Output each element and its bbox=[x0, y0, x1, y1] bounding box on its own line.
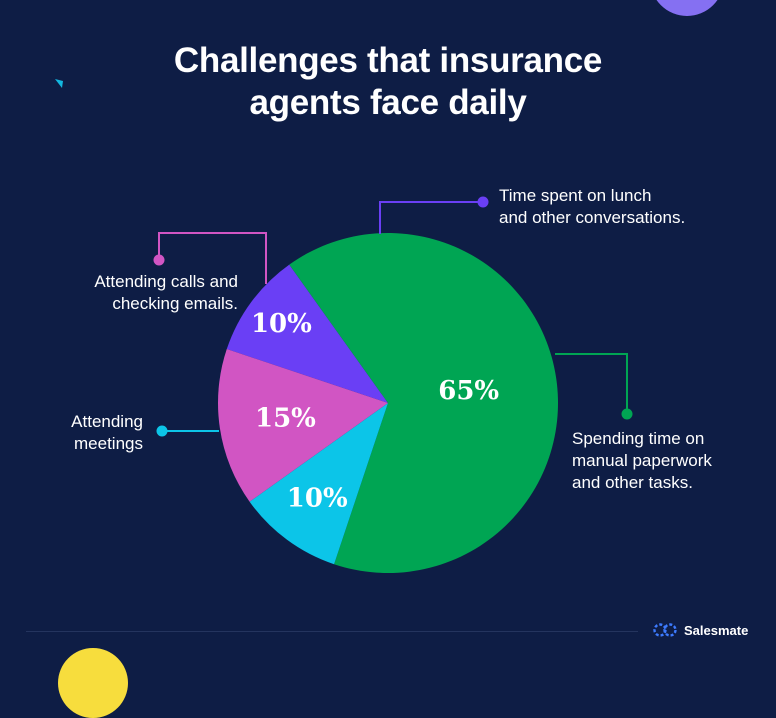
callout-connector-line bbox=[158, 232, 267, 284]
callout-paperwork: Spending time on manual paperwork and ot… bbox=[572, 428, 712, 494]
callout-connector-dot bbox=[477, 196, 489, 208]
callout-lunch-line-2: and other conversations. bbox=[499, 208, 686, 227]
callout-meetings-line-1: Attending bbox=[71, 412, 143, 431]
pie-slice-value-label: 10% bbox=[251, 309, 312, 339]
callout-meetings: Attending meetings bbox=[40, 411, 143, 455]
callout-meetings-line-2: meetings bbox=[74, 434, 143, 453]
pie-slice-value-label: 15% bbox=[255, 403, 316, 433]
pie-chart: 10% 65% 10% 15% bbox=[153, 196, 633, 573]
callout-calls: Attending calls and checking emails. bbox=[60, 271, 238, 315]
chart-title-line-2: agents face daily bbox=[249, 83, 527, 122]
pie-slice bbox=[226, 264, 388, 403]
callout-connector-dot bbox=[153, 254, 165, 266]
callout-connector-line bbox=[555, 353, 628, 414]
pie-slice-value-label: 10% bbox=[287, 484, 348, 514]
callout-lunch-line-1: Time spent on lunch bbox=[499, 186, 652, 205]
brand: Salesmate bbox=[652, 620, 748, 640]
footer-divider bbox=[26, 631, 638, 632]
callout-lunch: Time spent on lunch and other conversati… bbox=[499, 185, 685, 229]
callout-paperwork-line-3: and other tasks. bbox=[572, 473, 693, 492]
callout-connector-dot bbox=[621, 408, 633, 420]
pie-slice-value-label: 65% bbox=[438, 376, 499, 406]
callout-connector-line bbox=[379, 201, 483, 234]
chart-title-line-1: Challenges that insurance bbox=[173, 41, 603, 80]
callout-paperwork-line-1: Spending time on bbox=[572, 429, 705, 448]
callout-calls-line-2: checking emails. bbox=[112, 294, 238, 313]
callout-calls-line-1: Attending calls and bbox=[94, 272, 238, 291]
pie-slice bbox=[249, 403, 388, 565]
callout-paperwork-line-2: manual paperwork bbox=[572, 451, 712, 470]
decorative-triangle-icon bbox=[55, 79, 63, 88]
callout-connector-dot bbox=[156, 425, 168, 437]
pie-slice bbox=[289, 233, 558, 573]
brand-name: Salesmate bbox=[684, 622, 749, 638]
chart-title: Challenges that insurance agents face da… bbox=[0, 40, 776, 124]
salesmate-logo-icon bbox=[653, 623, 677, 637]
pie-slice bbox=[217, 349, 388, 502]
